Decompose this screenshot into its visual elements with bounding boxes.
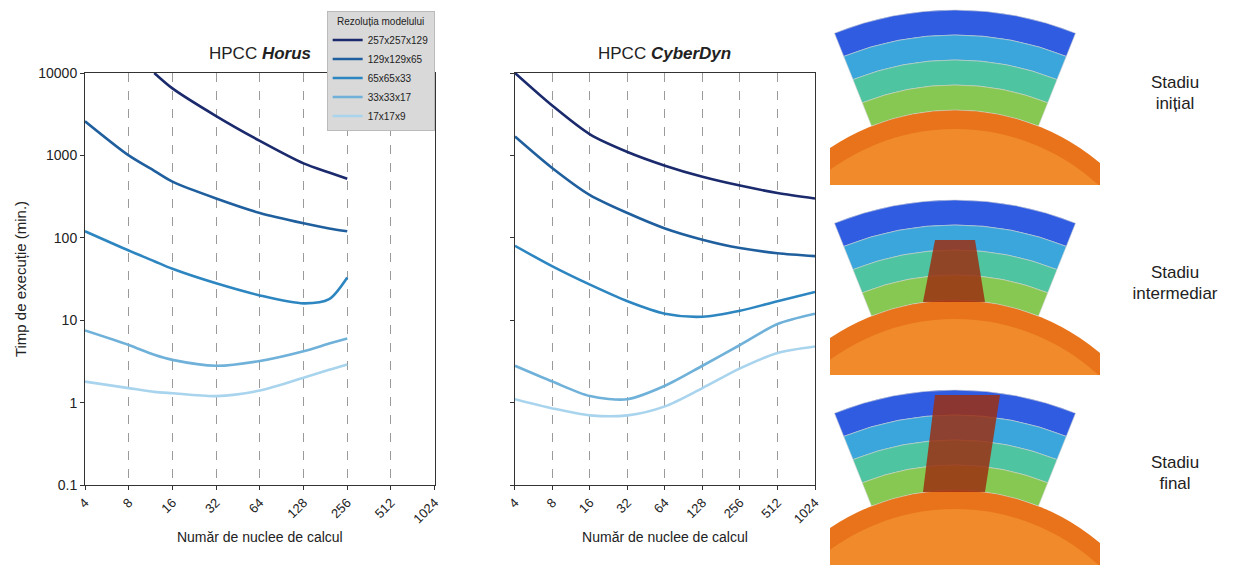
svg-text:Număr de nuclee de calcul: Număr de nuclee de calcul bbox=[177, 529, 343, 545]
svg-text:4: 4 bbox=[506, 495, 522, 511]
svg-text:1000: 1000 bbox=[46, 147, 77, 163]
svg-text:33x33x17: 33x33x17 bbox=[368, 92, 412, 103]
svg-text:129x129x65: 129x129x65 bbox=[368, 54, 423, 65]
svg-text:65x65x33: 65x65x33 bbox=[368, 73, 412, 84]
svg-text:HPCC Horus: HPCC Horus bbox=[209, 44, 311, 63]
svg-text:1024: 1024 bbox=[791, 495, 822, 526]
svg-text:1024: 1024 bbox=[410, 495, 441, 526]
svg-text:512: 512 bbox=[372, 495, 398, 521]
svg-text:Număr de nuclee de calcul: Număr de nuclee de calcul bbox=[582, 529, 748, 545]
svg-text:16: 16 bbox=[576, 495, 597, 516]
svg-text:16: 16 bbox=[158, 495, 179, 516]
svg-text:32: 32 bbox=[202, 495, 223, 516]
svg-text:64: 64 bbox=[246, 495, 267, 516]
svg-text:256: 256 bbox=[328, 495, 354, 521]
svg-text:10000: 10000 bbox=[38, 65, 77, 81]
svg-text:32: 32 bbox=[613, 495, 634, 516]
svg-text:Stadiufinal: Stadiufinal bbox=[1151, 453, 1199, 493]
svg-text:Stadiuinițial: Stadiuinițial bbox=[1151, 73, 1199, 113]
svg-text:256: 256 bbox=[721, 495, 747, 521]
svg-text:17x17x9: 17x17x9 bbox=[368, 111, 406, 122]
svg-text:257x257x129: 257x257x129 bbox=[368, 35, 428, 46]
svg-text:128: 128 bbox=[683, 495, 709, 521]
svg-text:8: 8 bbox=[543, 495, 559, 511]
svg-text:HPCC CyberDyn: HPCC CyberDyn bbox=[598, 44, 731, 63]
svg-text:1: 1 bbox=[69, 395, 77, 411]
svg-text:4: 4 bbox=[76, 495, 92, 511]
svg-text:Timp de execuție (min.): Timp de execuție (min.) bbox=[12, 201, 29, 357]
svg-text:100: 100 bbox=[54, 230, 78, 246]
svg-text:8: 8 bbox=[120, 495, 136, 511]
svg-text:Stadiuintermediar: Stadiuintermediar bbox=[1132, 263, 1217, 303]
svg-text:10: 10 bbox=[62, 312, 78, 328]
svg-text:Rezoluția modelului: Rezoluția modelului bbox=[337, 16, 424, 27]
svg-text:0.1: 0.1 bbox=[58, 477, 78, 493]
svg-text:128: 128 bbox=[284, 495, 310, 521]
svg-text:64: 64 bbox=[651, 495, 672, 516]
svg-text:512: 512 bbox=[758, 495, 784, 521]
